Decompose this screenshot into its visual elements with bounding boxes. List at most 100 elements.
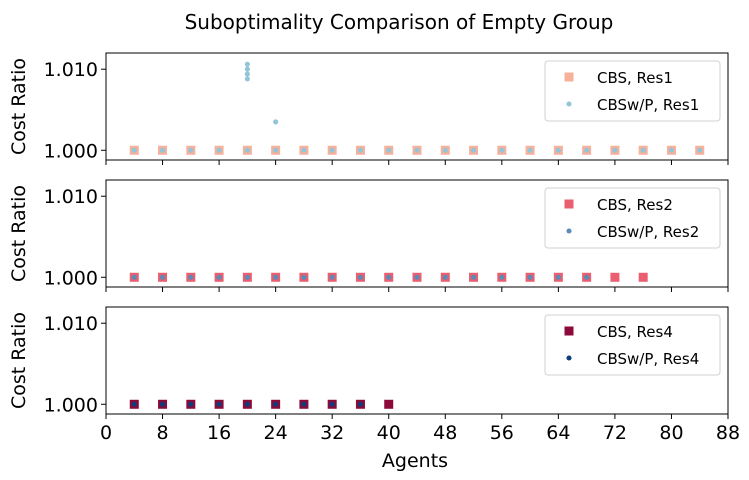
y-tick-label: 1.000	[44, 267, 98, 289]
series-2-markers	[131, 61, 703, 153]
legend: CBS, Res1 CBSw/P, Res1	[544, 60, 721, 122]
y-axis-label: Cost Ratio	[8, 58, 30, 155]
x-tick-label: 88	[716, 422, 740, 444]
data-point	[329, 147, 335, 153]
x-tick-label: 16	[207, 422, 231, 444]
data-point	[159, 274, 166, 280]
data-point	[216, 401, 222, 407]
y-axis-label: Cost Ratio	[8, 312, 30, 409]
series-1-markers	[129, 399, 394, 409]
legend-box	[544, 314, 721, 376]
legend-marker	[566, 228, 572, 234]
legend-box	[544, 187, 721, 249]
data-point	[273, 147, 279, 153]
data-point	[357, 274, 364, 280]
legend-marker	[566, 355, 572, 361]
data-point	[216, 147, 222, 153]
x-tick-label: 80	[659, 422, 683, 444]
series-2-markers	[131, 274, 590, 280]
data-point	[527, 147, 533, 153]
legend: CBS, Res4 CBSw/P, Res4	[544, 314, 721, 376]
data-point	[584, 274, 590, 280]
data-point	[244, 66, 250, 72]
data-point	[386, 147, 392, 153]
data-point	[244, 147, 250, 153]
y-tick-label: 1.000	[44, 394, 98, 416]
data-point	[357, 147, 364, 153]
legend-label: CBS, Res2	[597, 196, 673, 214]
x-tick-label: 0	[100, 422, 112, 444]
data-point	[188, 147, 194, 153]
data-point	[244, 61, 250, 67]
data-point	[329, 274, 335, 280]
data-point	[131, 274, 137, 280]
x-tick-label: 56	[490, 422, 514, 444]
x-tick-label: 48	[433, 422, 457, 444]
data-point	[638, 272, 648, 282]
data-point	[329, 401, 335, 407]
data-point	[188, 401, 194, 407]
x-tick-label: 8	[156, 422, 168, 444]
data-point	[301, 274, 307, 280]
data-point	[442, 147, 448, 153]
axes-frame	[105, 179, 729, 288]
data-point	[159, 147, 166, 153]
legend-box	[544, 60, 721, 122]
legend-label: CBSw/P, Res1	[597, 96, 699, 114]
data-point	[188, 274, 194, 280]
data-point	[244, 274, 250, 280]
panel-3: 0 8 16 24 32 40 48 56 64 72 80 88 1.000 1.010 Cost Rat…	[8, 306, 740, 444]
data-point	[414, 274, 420, 280]
data-point	[527, 274, 533, 280]
data-point	[357, 401, 364, 407]
data-point	[499, 274, 505, 280]
data-point	[386, 274, 392, 280]
data-point	[273, 274, 279, 280]
panel-2: 1.000 1.010 Cost Ratio CBS, Res2 CBSw/P, Res…	[8, 179, 729, 292]
data-point	[301, 401, 307, 407]
axes-frame	[105, 306, 729, 415]
data-point	[273, 401, 279, 407]
data-point	[499, 147, 505, 153]
panel-1: 1.000 1.010 Cost Ratio CBS, Res1 CBSw/P, Res…	[8, 52, 729, 165]
x-tick-label: 32	[320, 422, 344, 444]
data-point	[384, 399, 394, 409]
series-2-markers	[131, 401, 364, 407]
axes-frame	[105, 52, 729, 161]
x-tick-label: 40	[377, 422, 401, 444]
chart-panels: 1.000 1.010 Cost Ratio CBS, Res1 CBSw/P, Res…	[8, 52, 740, 444]
data-point	[470, 147, 477, 153]
legend: CBS, Res2 CBSw/P, Res2	[544, 187, 721, 249]
legend-label: CBSw/P, Res2	[597, 223, 699, 241]
data-point	[555, 147, 561, 153]
data-point	[470, 274, 477, 280]
data-point	[244, 76, 250, 82]
x-tick-label: 72	[603, 422, 627, 444]
data-point	[244, 401, 250, 407]
y-tick-label: 1.010	[44, 59, 98, 81]
data-point	[610, 272, 620, 282]
data-point	[131, 401, 137, 407]
data-point	[301, 147, 307, 153]
data-point	[159, 401, 166, 407]
x-tick-label: 64	[546, 422, 570, 444]
legend-marker	[566, 101, 572, 107]
y-tick-label: 1.000	[44, 140, 98, 162]
data-point	[131, 147, 137, 153]
y-tick-label: 1.010	[44, 313, 98, 335]
x-axis-label: Agents	[382, 450, 448, 472]
legend-label: CBS, Res1	[597, 69, 673, 87]
data-point	[640, 147, 646, 153]
data-point	[668, 147, 675, 153]
y-axis-label: Cost Ratio	[8, 185, 30, 282]
y-tick-label: 1.010	[44, 186, 98, 208]
data-point	[414, 147, 420, 153]
figure-title: Suboptimality Comparison of Empty Group	[185, 10, 614, 34]
data-point	[584, 147, 590, 153]
legend-label: CBS, Res4	[597, 323, 673, 341]
data-point	[612, 147, 618, 153]
legend-marker	[564, 72, 574, 82]
data-point	[442, 274, 448, 280]
x-tick-label: 24	[264, 422, 288, 444]
data-point	[555, 274, 561, 280]
